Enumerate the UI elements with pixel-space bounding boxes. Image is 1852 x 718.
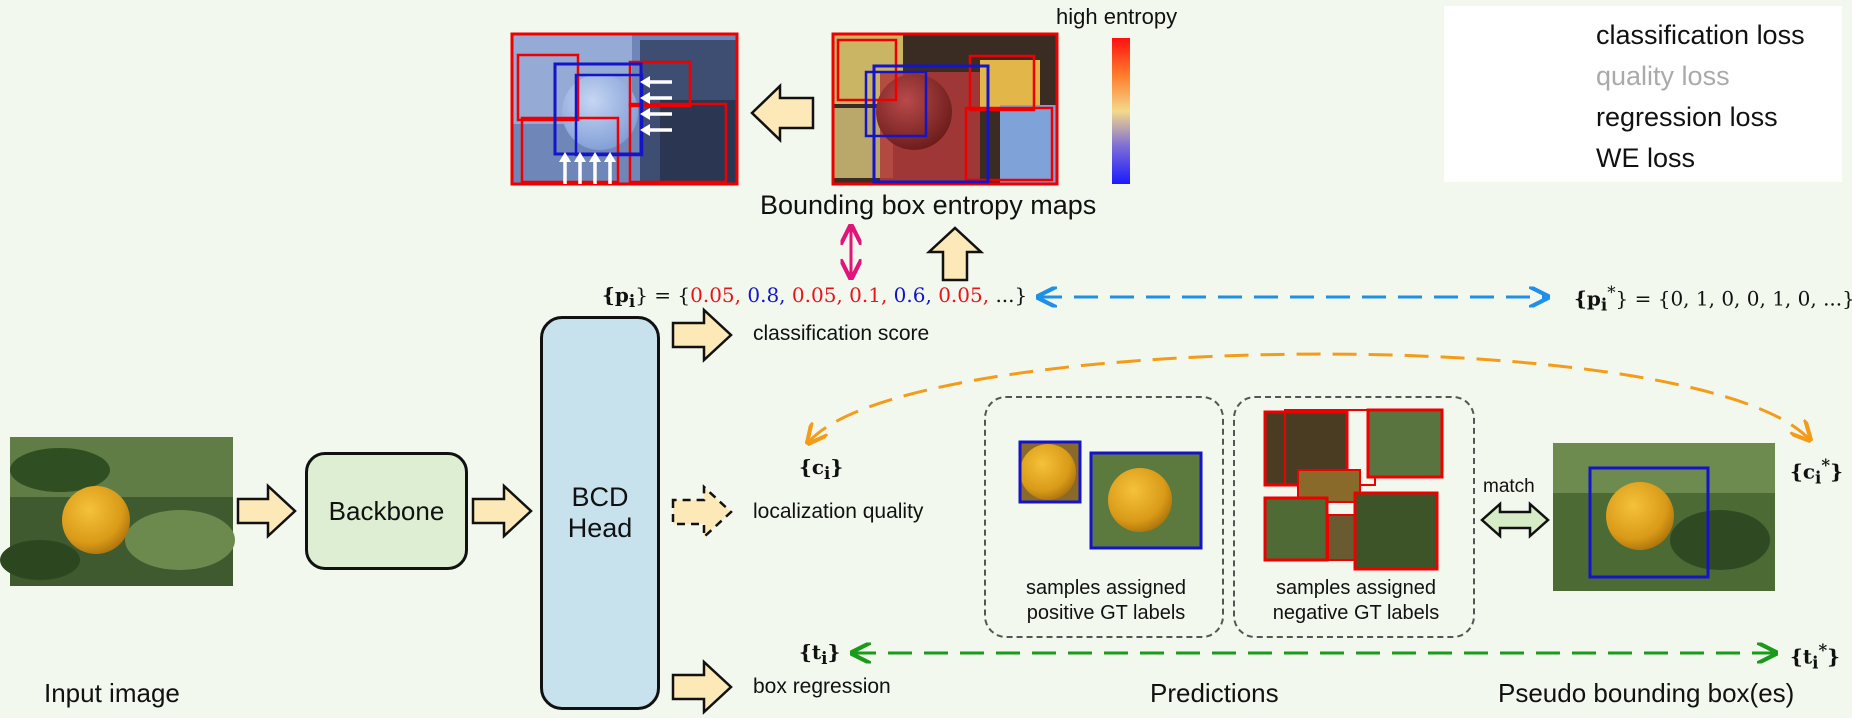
head-label-line1: BCD bbox=[571, 482, 629, 512]
c-star-sub: i bbox=[1815, 467, 1822, 488]
match-arrow bbox=[1480, 501, 1550, 539]
score-value: 0.05, bbox=[938, 283, 996, 307]
legend-classification-label: classification loss bbox=[1596, 20, 1805, 50]
pred-sub: i bbox=[628, 291, 636, 311]
box-regression-label: box regression bbox=[753, 675, 891, 698]
input-image-label: Input image bbox=[44, 678, 180, 708]
head-label-line2: Head bbox=[567, 513, 633, 543]
colorbar-label: high entropy bbox=[1056, 4, 1178, 29]
pred-lhs: {p bbox=[602, 283, 629, 307]
legend-regression-label: regression loss bbox=[1596, 102, 1778, 132]
score-value: 0.6, bbox=[893, 283, 939, 307]
score-value: 0.05, bbox=[791, 283, 850, 307]
legend-quality-label: quality loss bbox=[1596, 61, 1730, 91]
entropy-caption: Bounding box entropy maps bbox=[760, 190, 1097, 220]
c-star-close: } bbox=[1830, 459, 1843, 484]
pseudo-box-photo bbox=[1553, 443, 1775, 591]
entropy-flow-arrow bbox=[750, 83, 815, 143]
target-values: } = {0, 1, 0, 0, 1, 0, ...} bbox=[1615, 286, 1852, 311]
t-close: } bbox=[827, 640, 841, 664]
neg-caption-line1: samples assigned bbox=[1275, 577, 1437, 599]
score-value: 0.05, bbox=[690, 283, 748, 307]
c-star-sup: * bbox=[1821, 455, 1831, 475]
input-image-photo bbox=[0, 437, 235, 586]
localization-quality-label: localization quality bbox=[753, 500, 924, 523]
t-star-sub: i bbox=[1812, 652, 1819, 673]
quality-pred-label: {ci} bbox=[799, 455, 843, 483]
target-scores: {pi*} = {0, 1, 0, 0, 1, 0, ...} bbox=[1574, 283, 1852, 315]
bcd-head-block: BCD Head bbox=[540, 316, 660, 710]
regression-target-label: {ti*} bbox=[1790, 640, 1840, 673]
c-star-left: {c bbox=[1790, 459, 1816, 484]
legend-we-label: WE loss bbox=[1596, 143, 1696, 173]
prediction-scores: {pi} = {0.05, 0.8, 0.05, 0.1, 0.6, 0.05,… bbox=[602, 283, 1027, 311]
score-value: 0.8, bbox=[747, 283, 792, 307]
score-value: 0.1, bbox=[849, 283, 894, 307]
c-sub: i bbox=[824, 463, 831, 483]
pos-caption-line1: samples assigned bbox=[1025, 577, 1187, 599]
positive-samples-caption: samples assigned positive GT labels bbox=[1011, 576, 1201, 626]
c-left: {c bbox=[799, 455, 825, 479]
match-label: match bbox=[1483, 476, 1535, 497]
t-star-left: {t bbox=[1790, 644, 1813, 669]
t-left: {t bbox=[799, 640, 822, 664]
target-lhs: {p bbox=[1574, 286, 1601, 311]
backbone-label: Backbone bbox=[328, 495, 445, 526]
target-sub: i bbox=[1600, 294, 1608, 315]
head-to-classification-arrow bbox=[671, 307, 733, 363]
negative-samples-caption: samples assigned negative GT labels bbox=[1258, 576, 1454, 626]
t-sub: i bbox=[821, 648, 828, 668]
t-star-close: } bbox=[1827, 644, 1841, 669]
positive-sample-crops bbox=[1018, 440, 1203, 550]
pseudo-boxes-label: Pseudo bounding box(es) bbox=[1498, 678, 1795, 708]
negative-sample-crops bbox=[1263, 408, 1444, 571]
head-to-quality-arrow bbox=[671, 484, 733, 540]
negative-samples-cluster bbox=[1233, 396, 1475, 638]
entropy-map-left bbox=[510, 32, 739, 186]
predictions-label: Predictions bbox=[1150, 678, 1279, 708]
target-sup: * bbox=[1607, 283, 1616, 302]
entropy-colorbar bbox=[1112, 38, 1130, 184]
input-to-backbone-arrow bbox=[236, 483, 297, 539]
pos-caption-line2: positive GT labels bbox=[1026, 602, 1186, 624]
classification-score-label: classification score bbox=[753, 322, 930, 345]
entropy-map-right bbox=[831, 32, 1059, 186]
score-values: 0.05, 0.8, 0.05, 0.1, 0.6, 0.05, ...} bbox=[690, 283, 1027, 307]
regression-pred-label: {ti} bbox=[799, 640, 840, 668]
t-star-sup: * bbox=[1818, 640, 1828, 660]
positive-samples-cluster bbox=[984, 396, 1224, 638]
score-value: ...} bbox=[995, 283, 1028, 307]
pred-eq: } = { bbox=[635, 283, 691, 307]
backbone-to-head-arrow bbox=[471, 483, 533, 539]
head-to-regression-arrow bbox=[671, 659, 733, 715]
scores-to-entropy-arrow bbox=[925, 226, 985, 282]
backbone-block: Backbone bbox=[305, 452, 468, 570]
quality-loss-arrow bbox=[808, 352, 1810, 443]
c-close: } bbox=[830, 455, 844, 479]
quality-target-label: {ci*} bbox=[1790, 455, 1843, 488]
legend: classification loss quality loss regress… bbox=[1444, 6, 1842, 182]
neg-caption-line2: negative GT labels bbox=[1272, 602, 1440, 624]
